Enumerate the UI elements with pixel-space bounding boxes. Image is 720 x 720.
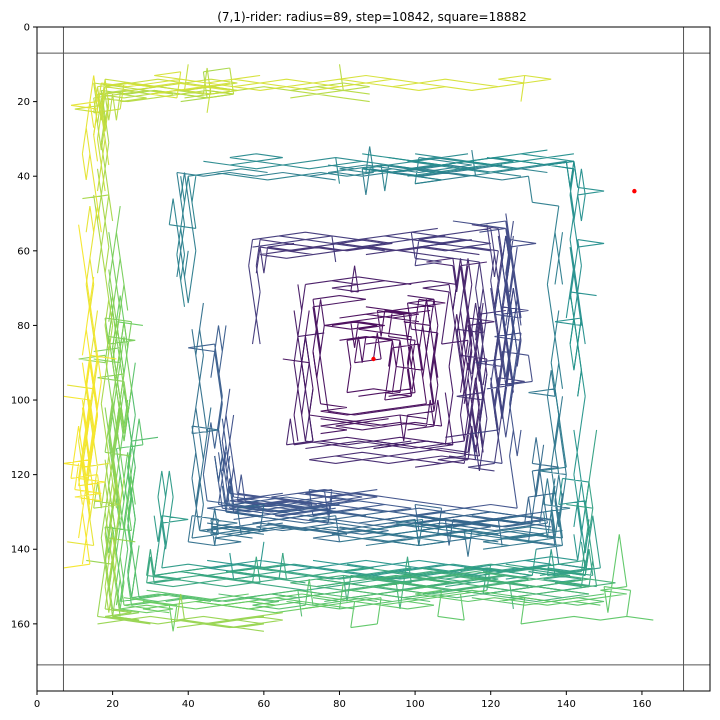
x-tick-label: 20 bbox=[106, 699, 119, 710]
path-segment-group bbox=[146, 549, 499, 591]
x-tick-label: 160 bbox=[632, 699, 651, 710]
chart-title: (7,1)-rider: radius=89, step=10842, squa… bbox=[217, 10, 527, 24]
x-tick-label: 120 bbox=[481, 699, 500, 710]
path-segment-group bbox=[248, 224, 503, 472]
y-tick-label: 140 bbox=[11, 545, 30, 556]
y-tick-label: 60 bbox=[17, 246, 30, 257]
x-tick-label: 80 bbox=[333, 699, 346, 710]
y-tick-label: 120 bbox=[11, 470, 30, 481]
y-tick-label: 40 bbox=[17, 172, 30, 183]
reference-lines bbox=[37, 27, 710, 691]
rider-path bbox=[63, 64, 654, 632]
path-segment-group bbox=[225, 429, 598, 595]
start-point bbox=[371, 356, 376, 362]
path-segment-group bbox=[93, 71, 552, 136]
path-segment-group bbox=[362, 149, 605, 397]
x-tick-label: 40 bbox=[182, 699, 195, 710]
y-axis: 0 20 40 60 80 100 120 140 160 bbox=[11, 23, 37, 630]
path-endpoints bbox=[371, 188, 637, 362]
x-tick-label: 60 bbox=[257, 699, 270, 710]
path-segment-group bbox=[293, 265, 469, 453]
y-tick-label: 100 bbox=[11, 396, 30, 407]
path-segment-group bbox=[63, 224, 117, 569]
x-tick-label: 0 bbox=[34, 699, 40, 710]
y-tick-label: 20 bbox=[17, 97, 30, 108]
y-tick-label: 80 bbox=[17, 321, 30, 332]
path-segment-group bbox=[187, 302, 544, 557]
path-segment-group bbox=[282, 295, 443, 442]
plot-frame bbox=[36, 26, 711, 692]
path-segment-group bbox=[339, 370, 586, 569]
end-point bbox=[632, 188, 637, 194]
x-axis: 0 20 40 60 80 100 120 140 160 bbox=[34, 691, 651, 710]
path-segment-group bbox=[195, 534, 654, 629]
x-tick-label: 100 bbox=[406, 699, 425, 710]
x-tick-label: 140 bbox=[557, 699, 576, 710]
path-segment-group bbox=[312, 298, 446, 416]
y-tick-label: 0 bbox=[24, 23, 30, 34]
y-tick-label: 160 bbox=[11, 619, 30, 630]
